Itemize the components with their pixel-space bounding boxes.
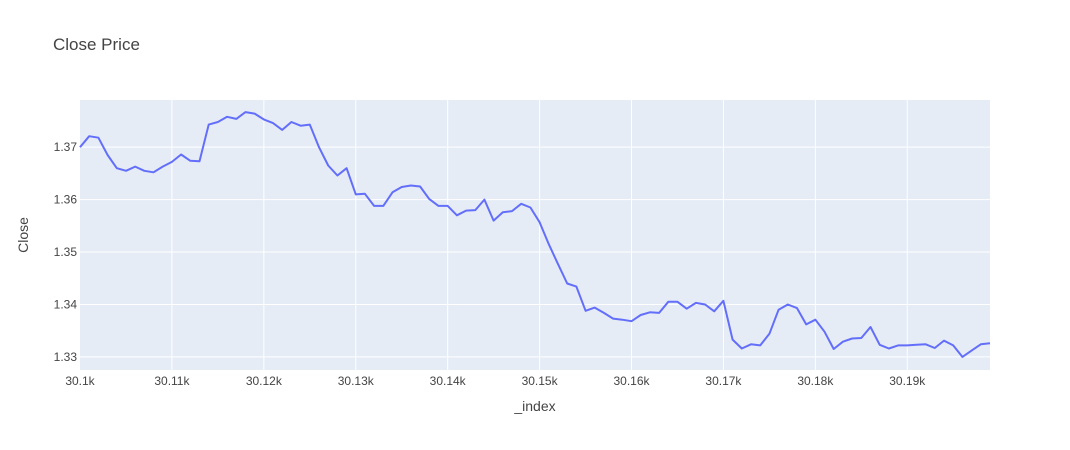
- x-tick-label: 30.11k: [154, 374, 190, 388]
- x-tick-label: 30.1k: [65, 374, 95, 388]
- close-price-line: [79, 111, 991, 358]
- y-tick-label: 1.37: [54, 140, 78, 154]
- x-tick-label: 30.15k: [522, 374, 559, 388]
- x-tick-label: 30.13k: [338, 374, 375, 388]
- x-tick-label: 30.14k: [430, 374, 467, 388]
- y-axis-title: Close: [15, 217, 31, 253]
- y-gridlines: [80, 146, 990, 358]
- y-tick-label: 1.33: [54, 350, 78, 364]
- y-tick-labels: 1.33 1.34 1.35 1.36 1.37: [54, 140, 78, 364]
- x-tick-label: 30.17k: [705, 374, 742, 388]
- y-tick-label: 1.35: [54, 245, 78, 259]
- y-tick-label: 1.36: [54, 193, 78, 207]
- plot-area: [80, 100, 990, 370]
- x-tick-label: 30.19k: [889, 374, 926, 388]
- x-axis-title: _index: [513, 398, 555, 414]
- x-tick-label: 30.16k: [613, 374, 650, 388]
- x-tick-label: 30.12k: [246, 374, 283, 388]
- x-tick-label: 30.18k: [797, 374, 834, 388]
- y-tick-label: 1.34: [54, 297, 78, 311]
- x-tick-labels: 30.1k 30.11k 30.12k 30.13k 30.14k 30.15k 30.16…: [65, 374, 926, 388]
- chart-title: Close Price: [53, 35, 140, 54]
- x-gridlines: [171, 100, 908, 370]
